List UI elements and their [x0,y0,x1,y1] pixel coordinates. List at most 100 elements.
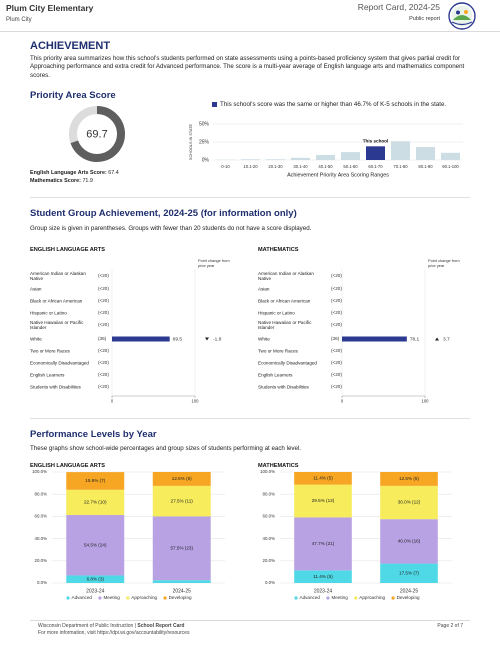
group-size: (<20) [98,348,109,353]
legend-swatch [212,102,217,107]
value-label: 30.0% (12) [398,500,421,505]
group-size: (<20) [331,286,342,291]
group-label: Hispanic or Latino [258,310,295,316]
group-size: (<20) [98,310,109,315]
x-tick-label: 100 [422,399,430,404]
legend-marker [391,596,395,600]
footer-report: School Report Card [137,623,185,629]
y-tick-label: 0.0% [265,580,275,585]
group-size: (<20) [98,384,109,389]
group-label: Black or African American [258,298,311,304]
legend-marker [126,596,130,600]
value-label: 69.5 [173,336,183,342]
x-tick-label: 70.1-80 [393,164,408,169]
header-band [0,0,500,31]
x-tick-label: 100 [192,399,200,404]
score-line: English Language Arts Score: 67.4 [30,170,119,176]
group-size: (<20) [331,360,342,365]
subsection-title: Student Group Achievement, 2024-25 (for … [30,208,297,219]
legend-label: Meeting [331,595,348,600]
bar-segment [66,472,125,490]
report-access: Public report [409,16,440,22]
legend-marker [326,596,330,600]
panel-title: ENGLISH LANGUAGE ARTS [30,247,105,253]
bar [366,146,385,160]
donut-value: 69.7 [86,128,107,140]
bar [441,152,460,160]
group-size: (<20) [98,286,109,291]
x-tick-label: 10.1-20 [243,164,258,169]
x-tick-label: 30.1-40 [293,164,308,169]
score-label: English Language Arts Score: [30,170,107,176]
value-label: 78.1 [410,336,420,342]
y-tick-label: 60.0% [35,514,48,519]
bar [341,152,360,160]
value-label: 12.5% (5) [172,476,192,481]
group-size: (<20) [331,273,342,278]
y-tick-label: 100.0% [32,469,47,474]
bar-segment [294,484,352,518]
x-tick-label: 20.1-30 [268,164,283,169]
bar-segment [152,472,211,486]
value-label: 27.5% (11) [171,498,194,503]
legend-label: Advanced [300,595,321,600]
group-label: Asian [30,286,42,292]
change-indicator [435,337,439,341]
y-tick-label: 50% [199,121,210,127]
y-tick-label: 40.0% [263,536,276,541]
y-tick-label: 100.0% [260,469,275,474]
x-tick-label: 2023-24 [86,588,105,594]
bar-segment [294,517,352,571]
bar-segment [66,489,125,515]
page-number: Page 2 of 7 [437,623,463,629]
district-name: Plum City [6,17,32,23]
value-label: 57.5% (23) [171,546,194,551]
footer-line: Wisconsin Department of Public Instructi… [38,623,185,630]
group-label: Asian [258,286,270,292]
panel-title: MATHEMATICS [258,463,299,469]
x-tick-label: 0 [341,399,344,404]
section-title: ACHIEVEMENT [30,40,111,52]
footer-info: For more information, visit https://dpi.… [38,630,190,636]
dpi-logo [448,2,476,30]
group-label: Two or More Races [30,348,70,354]
y-tick-label: 80.0% [35,491,48,496]
subsection-description: Group size is given in parentheses. Grou… [30,225,312,232]
change-indicator [205,337,209,341]
legend-marker [354,596,358,600]
x-tick-label: 0 [111,399,114,404]
bar [112,336,170,342]
group-size: (<20) [331,298,342,303]
group-label: Two or More Races [258,348,298,354]
x-axis-label: Achievement Priority Area Scoring Ranges [287,172,389,178]
group-label: Black or African American [30,298,83,304]
subsection-title: Priority Area Score [30,90,116,101]
group-label: White [30,336,42,342]
bar-segment [152,516,211,581]
value-label: 47.7% (21) [312,541,335,546]
bar-segment [380,563,438,583]
subsection-title: Performance Levels by Year [30,429,157,440]
group-label: English Learners [30,372,65,378]
y-tick-label: 0% [202,157,210,163]
legend-marker [66,596,70,600]
x-tick-label: 50.1-60 [343,164,358,169]
legend-marker [98,596,102,600]
y-tick-label: 20.0% [263,558,276,563]
y-tick-label: 80.0% [263,491,276,496]
group-label: American Indian or Alaskan Native [30,270,86,281]
legend-marker [294,596,298,600]
y-tick-label: 40.0% [35,536,48,541]
group-label: Economically Disadvantaged [30,360,89,366]
bar-segment [380,485,438,520]
group-size: (<20) [98,372,109,377]
group-label: American Indian or Alaskan Native [258,270,314,281]
bar-segment [294,570,352,583]
value-label: 22.7% (10) [84,500,107,505]
subsection-description: These graphs show school-wide percentage… [30,445,302,452]
x-tick-label: 90.1-100 [442,164,459,169]
group-size: (36) [331,336,340,341]
legend-marker [163,596,167,600]
score-value: 71.9 [82,178,93,184]
